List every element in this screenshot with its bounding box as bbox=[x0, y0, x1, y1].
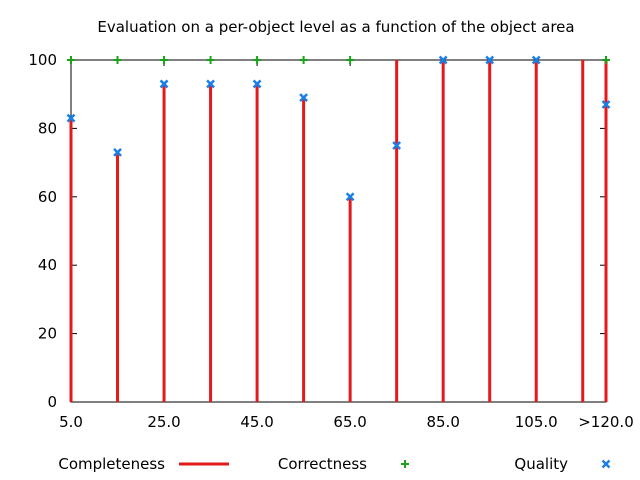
x-tick-label: 65.0 bbox=[333, 413, 366, 431]
legend-label-completeness: Completeness bbox=[58, 455, 165, 473]
legend-label-correctness: Correctness bbox=[278, 455, 367, 473]
plot-frame bbox=[70, 59, 607, 403]
legend-sample-quality-b bbox=[601, 459, 611, 469]
quality-point bbox=[113, 147, 122, 157]
quality-point bbox=[438, 55, 448, 65]
correctness-point bbox=[602, 56, 610, 64]
quality-point bbox=[66, 113, 76, 123]
quality-point bbox=[485, 55, 495, 65]
correctness-point bbox=[253, 56, 262, 64]
legend-sample-correctness bbox=[401, 460, 409, 468]
quality-point bbox=[345, 192, 355, 202]
quality-point bbox=[601, 100, 611, 109]
quality-point bbox=[159, 79, 169, 89]
quality-point-b bbox=[252, 79, 262, 89]
quality-point-b bbox=[159, 79, 169, 89]
quality-point-b bbox=[206, 79, 215, 89]
quality-point-b bbox=[345, 192, 355, 202]
quality-point bbox=[206, 79, 215, 89]
chart-title: Evaluation on a per-object level as a fu… bbox=[97, 18, 574, 36]
quality-point-b bbox=[66, 113, 76, 123]
correctness-point bbox=[299, 56, 308, 64]
quality-point bbox=[299, 93, 308, 103]
correctness-point bbox=[346, 56, 355, 64]
y-tick-label: 60 bbox=[38, 188, 57, 206]
quality-point-b bbox=[531, 55, 541, 65]
x-tick-label: 25.0 bbox=[147, 413, 180, 431]
y-tick-label: 0 bbox=[47, 393, 57, 411]
quality-point-b bbox=[299, 93, 308, 103]
legend-sample-quality bbox=[601, 459, 611, 469]
quality-point-b bbox=[601, 100, 611, 109]
quality-point bbox=[531, 55, 541, 65]
x-tick-label: >120.0 bbox=[578, 413, 634, 431]
quality-point bbox=[392, 141, 402, 150]
correctness-point bbox=[160, 56, 169, 64]
x-tick-label: 85.0 bbox=[426, 413, 459, 431]
y-tick-label: 100 bbox=[28, 51, 57, 69]
correctness-point bbox=[67, 56, 75, 64]
quality-point-b bbox=[113, 147, 122, 157]
quality-point bbox=[252, 79, 262, 89]
plot-area: 0 20 40 60 80 100 5.0 25.0 45.0 65.0 85.0 105.0 >120… bbox=[28, 51, 633, 431]
y-tick-label: 20 bbox=[38, 325, 57, 343]
quality-point-b bbox=[392, 141, 402, 150]
correctness-point bbox=[113, 56, 122, 64]
y-tick-label: 40 bbox=[38, 256, 57, 274]
y-tick-label: 80 bbox=[38, 119, 57, 137]
x-tick-label: 45.0 bbox=[240, 413, 273, 431]
legend-label-quality: Quality bbox=[514, 455, 568, 473]
quality-point-b bbox=[485, 55, 495, 65]
quality-point-b bbox=[438, 55, 448, 65]
x-tick-label: 5.0 bbox=[59, 413, 83, 431]
legend: Completeness Correctness Quality bbox=[58, 455, 611, 473]
x-tick-label: 105.0 bbox=[515, 413, 558, 431]
correctness-point bbox=[206, 56, 215, 64]
